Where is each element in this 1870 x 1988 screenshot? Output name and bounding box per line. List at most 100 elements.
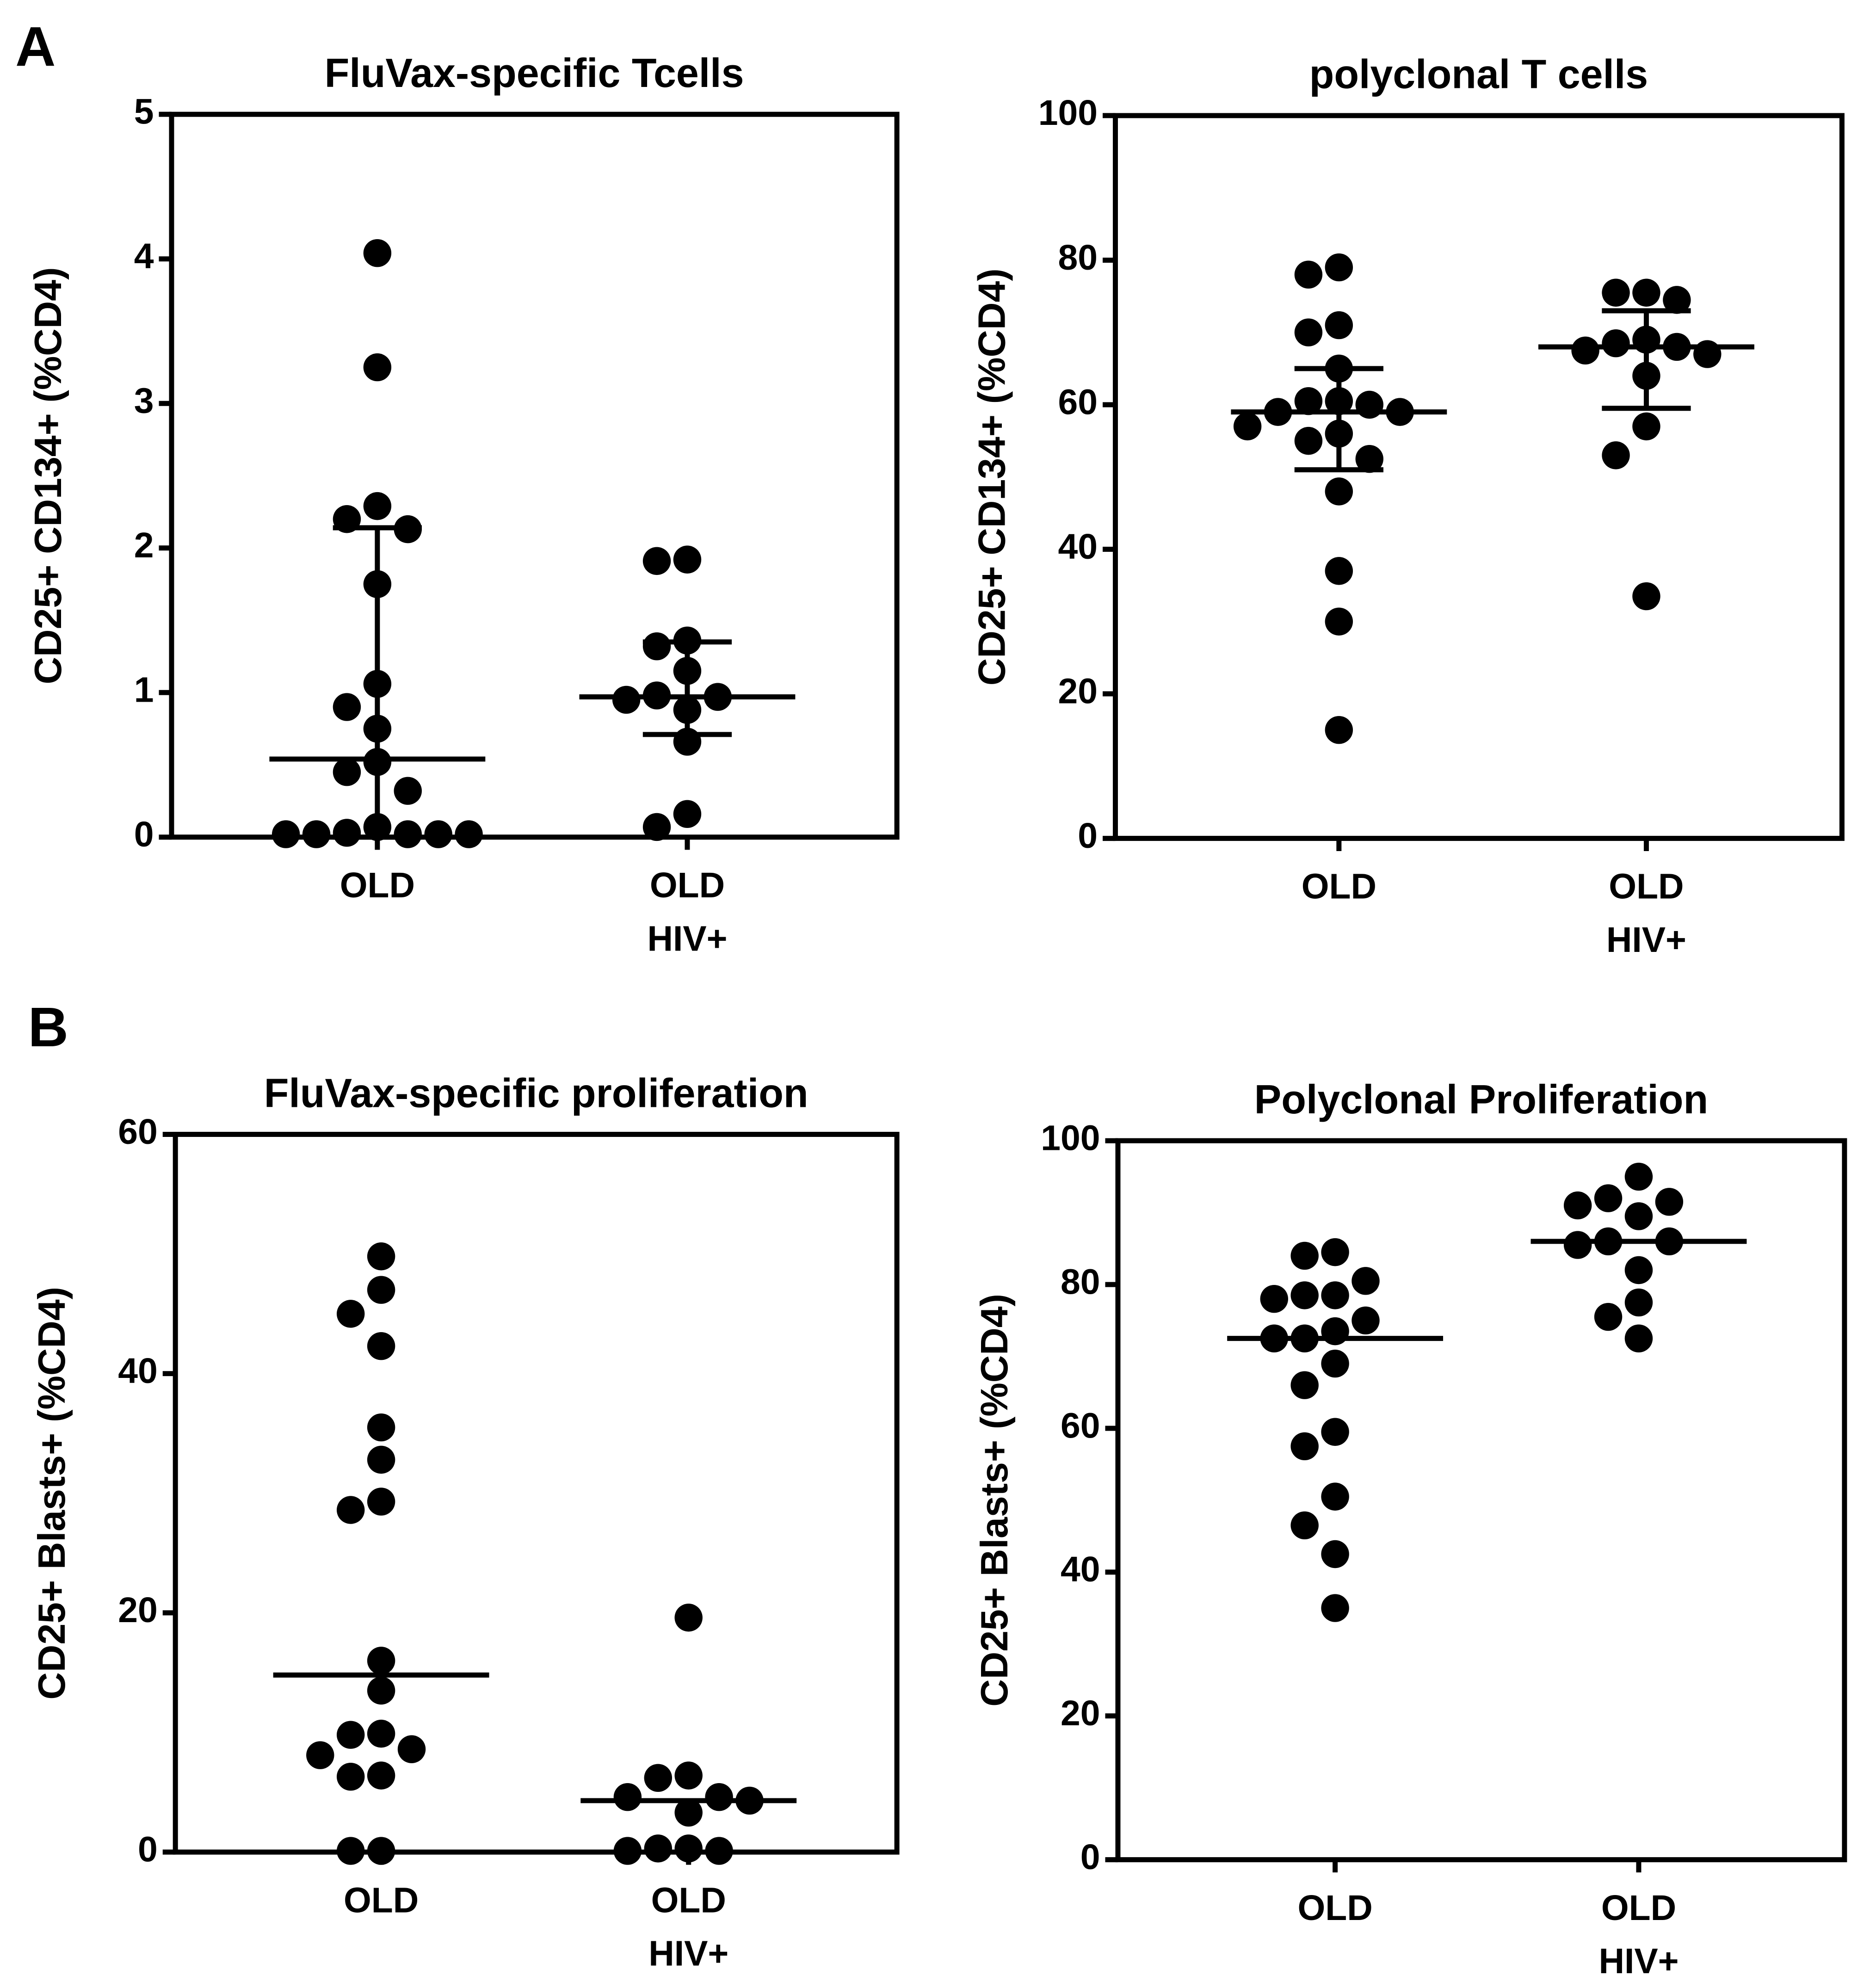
data-point: [1355, 445, 1383, 473]
data-point: [1602, 278, 1630, 307]
data-point: [1325, 557, 1353, 585]
data-point: [367, 1413, 395, 1442]
plot-frame: [1115, 1138, 1847, 1863]
y-tick-label: 5: [134, 92, 154, 131]
panel-letter: B: [28, 996, 68, 1058]
y-tick-label: 80: [1058, 238, 1098, 278]
data-point: [674, 1834, 703, 1863]
data-point: [333, 819, 361, 847]
chart-title: polyclonal T cells: [1309, 51, 1648, 97]
data-point: [674, 1761, 703, 1790]
data-point: [1571, 336, 1599, 364]
data-point: [455, 820, 483, 848]
data-point: [1632, 278, 1660, 307]
panel-letter: A: [15, 15, 56, 78]
data-point: [1321, 1482, 1349, 1511]
data-point: [1294, 260, 1323, 289]
data-point: [705, 1783, 733, 1811]
data-point: [642, 813, 671, 841]
data-point: [333, 758, 361, 786]
data-point: [1260, 1284, 1288, 1313]
data-point: [612, 685, 641, 714]
y-tick-label: 20: [118, 1590, 158, 1630]
y-tick-label: 3: [134, 381, 154, 421]
data-point: [367, 1488, 395, 1516]
data-point: [333, 693, 361, 721]
y-tick-label: 100: [1041, 1118, 1100, 1158]
data-point: [1693, 340, 1722, 368]
plot-frame: [169, 111, 900, 840]
chart-title: FluVax-specific proliferation: [264, 1070, 808, 1116]
x-tick-label: HIV+: [647, 919, 727, 958]
data-point: [1290, 1432, 1319, 1461]
y-tick-label: 20: [1058, 671, 1098, 711]
data-point: [613, 1837, 642, 1865]
data-point: [1321, 1418, 1349, 1446]
data-point: [424, 820, 452, 848]
data-point: [1352, 1267, 1380, 1295]
plot-frame: [1112, 113, 1845, 841]
data-point: [367, 1837, 395, 1865]
data-point: [336, 1763, 365, 1791]
y-tick-label: 40: [1061, 1550, 1100, 1589]
x-tick-label: HIV+: [1598, 1941, 1679, 1981]
data-point: [1290, 1241, 1319, 1270]
data-point: [1321, 1317, 1349, 1346]
data-point: [367, 1242, 395, 1271]
data-point: [1325, 607, 1353, 636]
data-point: [394, 777, 422, 805]
data-point: [363, 353, 392, 382]
y-tick-label: 2: [134, 525, 154, 565]
data-point: [1632, 582, 1660, 611]
x-tick-label: OLD: [1297, 1888, 1372, 1928]
data-point: [394, 820, 422, 848]
data-point: [1602, 441, 1630, 469]
y-tick-label: 0: [1080, 1837, 1100, 1877]
data-point: [367, 1647, 395, 1675]
data-point: [1632, 412, 1660, 441]
data-point: [272, 820, 300, 848]
x-tick-label: OLD: [1609, 867, 1684, 907]
data-point: [1624, 1202, 1653, 1230]
data-point: [1321, 1281, 1349, 1309]
x-tick-label: OLD: [1302, 867, 1376, 907]
data-point: [1602, 329, 1630, 358]
data-point: [1325, 311, 1353, 340]
data-point: [397, 1735, 426, 1763]
data-point: [363, 239, 392, 267]
y-tick-label: 1: [134, 670, 154, 710]
data-point: [642, 632, 671, 661]
data-point: [1352, 1306, 1380, 1335]
y-axis-label: CD25+ CD134+ (%CD4): [970, 268, 1013, 685]
y-tick-label: 60: [1061, 1406, 1100, 1445]
x-tick-label: OLD: [650, 865, 725, 905]
y-tick-label: 20: [1061, 1693, 1100, 1733]
data-point: [1594, 1303, 1623, 1331]
data-point: [367, 1445, 395, 1474]
data-point: [363, 492, 392, 520]
x-tick-label: OLD: [651, 1880, 726, 1920]
data-point: [642, 547, 671, 575]
data-point: [1233, 412, 1262, 441]
data-point: [367, 1276, 395, 1304]
data-point: [1294, 387, 1323, 415]
data-point: [1624, 1324, 1653, 1352]
chart-title: Polyclonal Proliferation: [1254, 1076, 1708, 1122]
y-tick-label: 0: [134, 815, 154, 854]
data-point: [1321, 1540, 1349, 1568]
data-point: [336, 1300, 365, 1328]
x-tick-label: HIV+: [648, 1934, 728, 1974]
data-point: [1325, 716, 1353, 744]
data-point: [674, 1798, 703, 1827]
data-point: [306, 1741, 334, 1769]
data-point: [367, 1719, 395, 1748]
data-point: [1563, 1191, 1592, 1220]
y-tick-label: 40: [118, 1351, 158, 1391]
data-point: [1355, 390, 1383, 419]
data-point: [1663, 286, 1691, 314]
y-tick-label: 4: [134, 236, 154, 276]
data-point: [1655, 1188, 1684, 1216]
data-point: [1321, 1594, 1349, 1622]
x-tick-label: OLD: [1601, 1888, 1676, 1928]
